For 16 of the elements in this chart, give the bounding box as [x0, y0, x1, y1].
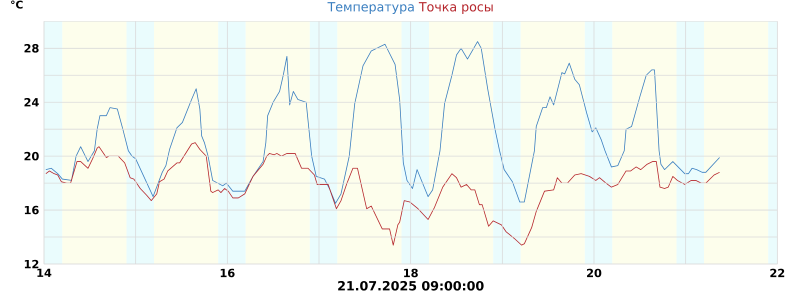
x-tick-label: 18	[404, 268, 418, 278]
x-tick-label: 16	[220, 268, 235, 278]
y-tick-label: 24	[24, 98, 39, 106]
y-tick-label: 12	[24, 260, 38, 268]
y-tick-label: 28	[24, 44, 39, 53]
y-tick-label: 16	[24, 206, 39, 214]
x-axis-title: 21.07.2025 09:00:00	[338, 281, 484, 291]
y-tick-label: 20	[24, 152, 39, 160]
text: Температура	[328, 2, 414, 14]
y-axis-title: °C	[11, 0, 23, 9]
line-series	[45, 41, 720, 204]
text: Точка росы	[418, 2, 493, 14]
x-tick-label: 20	[587, 268, 602, 278]
x-tick-label: 14	[37, 268, 52, 277]
x-tick-label: 22	[770, 268, 784, 278]
line-series	[45, 142, 720, 246]
